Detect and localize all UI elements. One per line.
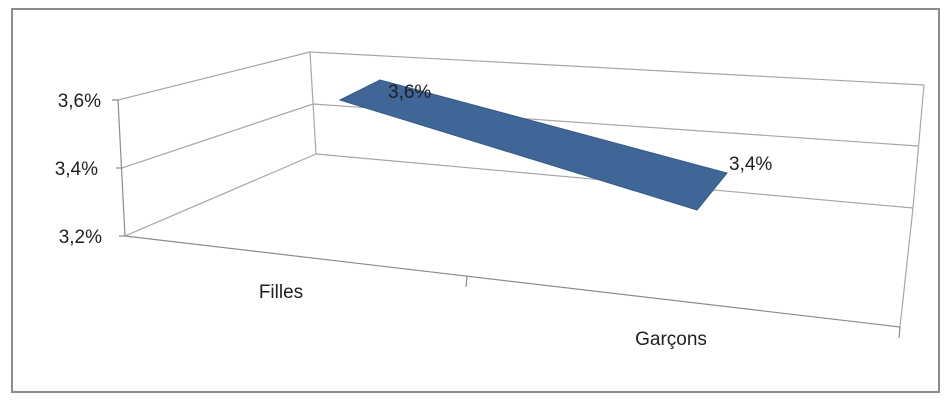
y-tick-label: 3,4% (55, 159, 98, 180)
series-area (338, 79, 728, 211)
x-tick-label-1: Garçons (635, 329, 707, 350)
back-gridline-3-6 (309, 51, 925, 86)
x-tick-label-0: Filles (259, 282, 303, 303)
y-tick-label: 3,2% (59, 227, 102, 248)
data-label-0: 3,6% (388, 82, 431, 103)
back-right-edge (912, 84, 925, 209)
category-axis-line (124, 235, 901, 328)
side-gridline-3-4 (121, 103, 314, 169)
category-axis-tick (465, 275, 468, 288)
series-layer (338, 79, 728, 211)
x-tick-labels: Filles Garçons (259, 282, 707, 350)
floor-right-edge (899, 207, 914, 328)
back-corner-edge (309, 51, 317, 155)
data-labels: 3,6% 3,4% (388, 82, 772, 175)
side-gridline-3-6 (117, 51, 311, 101)
y-tick-labels: 3,6% 3,4% 3,2% (55, 91, 102, 248)
category-axis-tick (898, 326, 901, 339)
y-tick-label: 3,6% (58, 91, 101, 112)
side-gridline-3-2 (124, 153, 317, 237)
data-label-1: 3,4% (729, 154, 772, 175)
chart-border (11, 8, 940, 393)
